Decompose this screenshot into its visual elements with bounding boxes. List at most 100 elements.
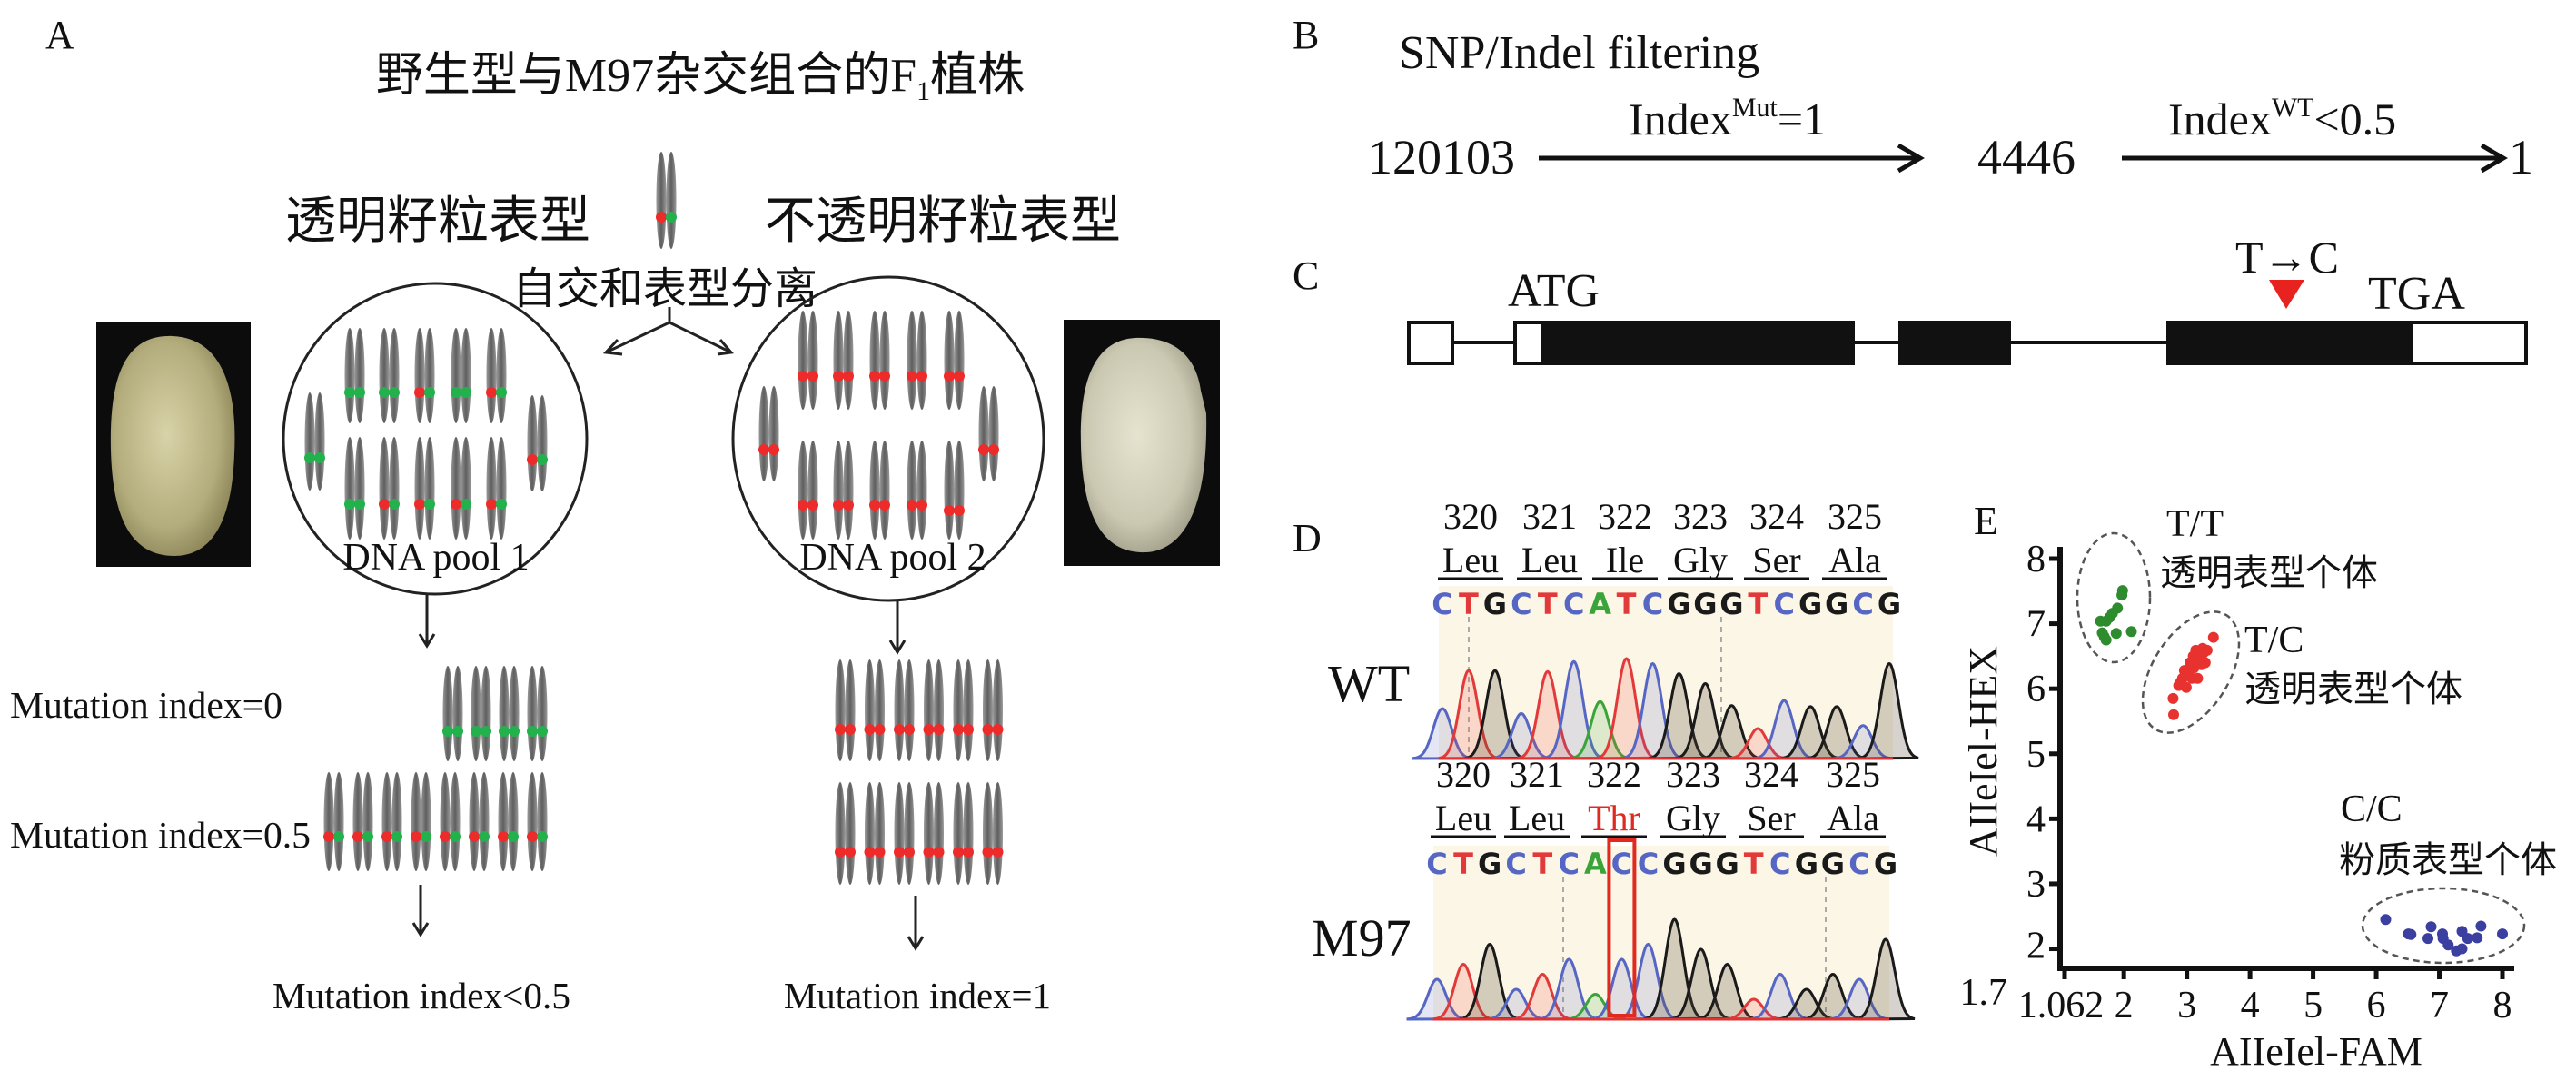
series-cc xyxy=(2380,914,2508,957)
mutant-allele-marker xyxy=(414,499,425,510)
chromatid xyxy=(865,782,875,885)
wild-allele-marker xyxy=(424,499,435,510)
mutant-allele-marker xyxy=(352,831,363,842)
transparent-grain-photo xyxy=(96,322,251,567)
data-point xyxy=(2207,631,2219,643)
y-tick-label: 4 xyxy=(2026,798,2046,840)
wild-allele-marker xyxy=(496,387,507,398)
peak-C xyxy=(1832,724,1893,760)
mutant-allele-marker xyxy=(381,831,392,842)
peak-G xyxy=(1670,947,1730,1021)
chromatid xyxy=(758,386,769,481)
peak-C xyxy=(1538,957,1599,1021)
data-point xyxy=(2096,627,2108,639)
index1-chromosome-pair xyxy=(864,782,886,885)
pool1-chromosome-pair xyxy=(344,328,365,423)
mutant-allele-marker xyxy=(486,499,497,510)
dna-pool-2-label: DNA pool 2 xyxy=(799,537,986,579)
wild-allele-marker xyxy=(344,387,355,398)
chromatid xyxy=(835,782,846,885)
residue-number: 323 xyxy=(1673,496,1728,537)
y-tick-label: 2 xyxy=(2026,926,2046,967)
chromatid xyxy=(498,772,509,871)
residue-name: Ile xyxy=(1606,540,1644,580)
pool2-chromosome-pair xyxy=(833,441,854,540)
peak-G xyxy=(1648,671,1709,760)
base-call: T xyxy=(1744,847,1764,881)
index05-chromosome-pair xyxy=(352,772,373,871)
mutation-index-1-label: Mutation index=1 xyxy=(784,975,1051,1016)
mutant-allele-marker xyxy=(907,371,917,382)
wild-allele-marker xyxy=(450,831,461,842)
chromatid xyxy=(452,666,463,761)
chromatid xyxy=(879,441,890,540)
pool2-chromosome-pair xyxy=(869,441,890,540)
mutation-index-lt-0.5-label: Mutation index<0.5 xyxy=(272,975,570,1016)
wild-allele-marker xyxy=(389,499,400,510)
wild-allele-marker xyxy=(344,499,355,510)
mutant-allele-marker xyxy=(944,505,955,516)
snp-count-end: 1 xyxy=(2509,130,2533,184)
mutant-allele-marker xyxy=(527,831,538,842)
wild-allele-marker xyxy=(452,726,463,737)
chromatid xyxy=(411,772,421,871)
index1-chromosome-pair xyxy=(923,659,945,761)
data-point xyxy=(2405,928,2417,940)
chromatid xyxy=(424,328,435,423)
mutant-allele-marker xyxy=(323,831,334,842)
mutant-allele-marker xyxy=(845,724,856,735)
data-point xyxy=(2167,692,2179,704)
pool1-chromosome-pair xyxy=(527,395,548,491)
chromatid xyxy=(833,311,844,410)
chromatid xyxy=(481,666,491,761)
base-call: T xyxy=(1617,587,1637,621)
chromatid xyxy=(656,152,667,249)
mutant-allele-marker xyxy=(469,831,480,842)
cluster-outline-tc xyxy=(2141,610,2241,734)
index05-chromosome-pair xyxy=(440,772,461,871)
pool2-chromosome-pair xyxy=(978,386,999,481)
mutant-allele-marker xyxy=(904,724,915,735)
wild-allele-marker xyxy=(354,387,365,398)
wild-allele-marker xyxy=(379,387,390,398)
pool1-chromosome-pair xyxy=(344,437,365,540)
residue-name: Gly xyxy=(1673,540,1728,580)
mutant-allele-marker xyxy=(879,500,890,511)
chromatid xyxy=(469,772,480,871)
cds-exon-3 xyxy=(2166,321,2413,365)
wild-allele-marker xyxy=(537,454,548,465)
pool1-chromosome-pair xyxy=(379,437,400,540)
wild-allele-marker xyxy=(496,499,507,510)
index05-chromosome-pair xyxy=(323,772,344,871)
mutant-allele-marker xyxy=(798,371,808,382)
mutant-allele-marker xyxy=(954,505,965,516)
pool2-chromosome-pair xyxy=(944,441,965,540)
utr-exon-3 xyxy=(2410,321,2528,365)
chromatid xyxy=(527,666,538,761)
wild-allele-marker xyxy=(527,726,538,737)
wild-allele-marker xyxy=(461,499,471,510)
pool2-chromosome-pair xyxy=(798,441,818,540)
wild-allele-marker xyxy=(509,726,520,737)
peak-C xyxy=(1621,661,1682,760)
wild-allele-marker xyxy=(333,831,344,842)
mutant-allele-marker xyxy=(982,847,994,858)
mutant-allele-marker xyxy=(907,500,917,511)
mutant-allele-marker xyxy=(656,212,667,223)
gene-model xyxy=(1407,321,2528,365)
chromatid xyxy=(907,441,917,540)
mutant-allele-marker xyxy=(486,387,497,398)
chromatid xyxy=(807,311,818,410)
wt-label: WT xyxy=(1328,654,1410,713)
base-call: G xyxy=(1693,587,1717,621)
index0-chromosome-pair xyxy=(499,666,520,761)
wild-allele-marker xyxy=(481,726,491,737)
peak-T xyxy=(1517,669,1578,760)
mutant-allele-marker xyxy=(963,847,974,858)
arrow-step-2 xyxy=(2122,143,2508,174)
residue-name: Ala xyxy=(1827,798,1879,838)
residue-number: 325 xyxy=(1828,496,1882,537)
f1-chromosome-pair xyxy=(656,152,677,249)
